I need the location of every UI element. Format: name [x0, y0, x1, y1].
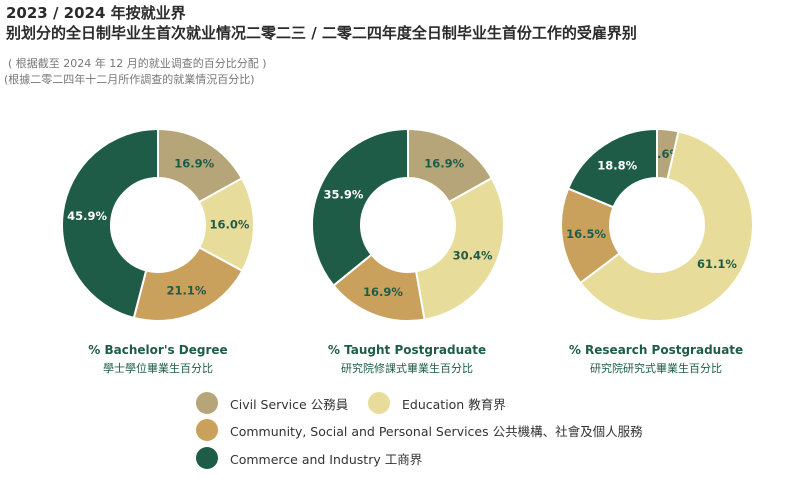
slice-taught-education — [414, 176, 505, 321]
legend-item-commerce: Commerce and Industry 工商界 — [196, 447, 422, 469]
slice-label-taught-commerce: 35.9% — [323, 187, 363, 201]
chart-caption-research: % Research Postgraduate 研究院研究式畢業生百分比 — [536, 343, 776, 376]
chart-caption-taught: % Taught Postgraduate 研究院修課式畢業生百分比 — [287, 343, 527, 376]
slice-label-research-commerce: 18.8% — [597, 159, 637, 173]
slice-bachelor-commerce — [61, 127, 159, 320]
slice-bachelor-community — [132, 246, 244, 322]
survey-note-traditional: (根據二零二四年十二月所作調查的就業情況百分比) — [4, 73, 255, 86]
slice-label-bachelor-community: 21.1% — [166, 284, 206, 298]
chart-subtitle-bachelor: 學士學位畢業生百分比 — [103, 362, 213, 375]
slice-label-bachelor-education: 16.0% — [210, 218, 250, 232]
slice-label-research-education: 61.1% — [697, 257, 737, 271]
legend-label-civil-service: Civil Service 公務員 — [230, 396, 349, 412]
slice-label-taught-civil-service: 16.9% — [424, 156, 464, 170]
legend-label-education: Education 教育界 — [402, 396, 506, 412]
chart-title-taught: % Taught Postgraduate — [327, 343, 487, 357]
legend-label-commerce: Commerce and Industry 工商界 — [230, 451, 423, 467]
chart-title-research: % Research Postgraduate — [568, 343, 744, 357]
legend-label-community: Community, Social and Personal Services … — [230, 423, 643, 439]
legend-swatch-education — [368, 392, 390, 414]
chart-subtitle-research: 研究院研究式畢業生百分比 — [590, 362, 722, 375]
slice-label-taught-community: 16.9% — [363, 285, 403, 299]
page-subtitle: 别划分的全日制毕业生首次就业情况二零二三 / 二零二四年度全日制毕业生首份工作的… — [6, 24, 637, 42]
chart-title-bachelor: % Bachelor's Degree — [88, 343, 228, 357]
legend-swatch-civil-service — [196, 392, 218, 414]
chart-subtitle-taught: 研究院修課式畢業生百分比 — [341, 362, 473, 375]
chart-caption-bachelor: % Bachelor's Degree 學士學位畢業生百分比 — [38, 343, 278, 376]
slice-label-bachelor-civil-service: 16.9% — [174, 156, 214, 170]
slice-research-education — [579, 130, 754, 322]
legend-swatch-community — [196, 419, 218, 441]
legend-swatch-commerce — [196, 447, 218, 469]
slice-research-commerce — [566, 127, 658, 209]
page-title: 2023 / 2024 年按就业界 — [6, 4, 186, 22]
legend-item-community: Community, Social and Personal Services … — [196, 419, 643, 441]
legend-item-education: Education 教育界 — [368, 392, 506, 414]
legend-item-civil-service: Civil Service 公務員 — [196, 392, 348, 414]
slice-label-taught-education: 30.4% — [453, 249, 493, 263]
slice-label-research-community: 16.5% — [566, 227, 606, 241]
slice-label-bachelor-commerce: 45.9% — [67, 209, 107, 223]
slice-taught-commerce — [311, 127, 409, 287]
survey-note: ( 根据截至 2024 年 12 月的就业调查的百分比分配 ) — [8, 57, 267, 70]
